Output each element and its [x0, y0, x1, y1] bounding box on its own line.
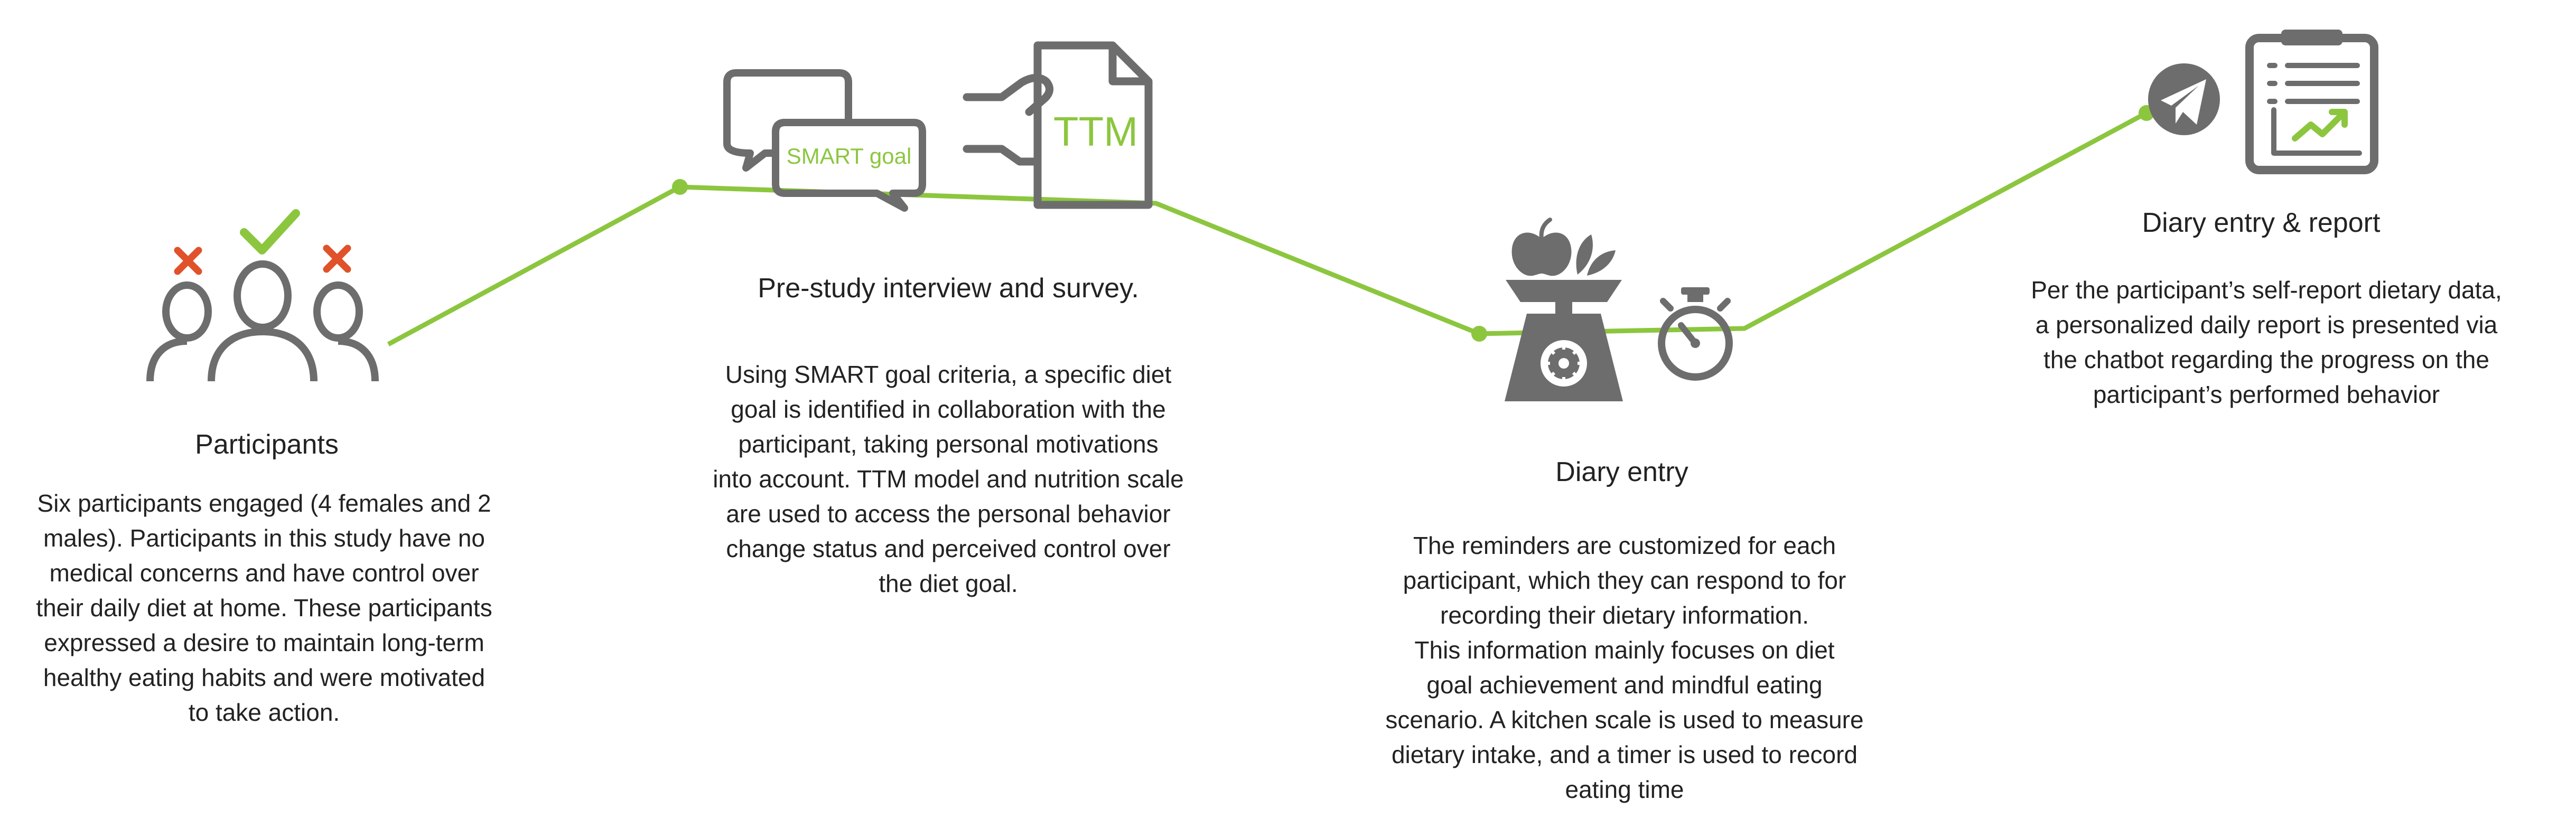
check-icon: [240, 209, 300, 255]
kitchen-scale-icon: [1505, 218, 1623, 401]
description-line: participant, which they can respond to f…: [1403, 567, 1846, 594]
description-line: participant, taking personal motivations: [738, 430, 1159, 458]
description-line: the chatbot regarding the progress on th…: [2043, 346, 2489, 373]
description-line: their daily diet at home. These particip…: [36, 594, 492, 622]
document-icon-label: TTM: [1053, 108, 1138, 155]
timeline-node-2: [1471, 326, 1487, 342]
step-title-diary-report: Diary entry & report: [2142, 208, 2381, 238]
description-line: Using SMART goal criteria, a specific di…: [725, 361, 1172, 388]
people-group-icon: [146, 260, 379, 382]
timeline-node-1: [672, 179, 688, 195]
step-title-pre-study: Pre-study interview and survey.: [758, 273, 1139, 304]
description-line: change status and perceived control over: [726, 535, 1171, 562]
description-line: medical concerns and have control over: [49, 559, 479, 587]
cross-icon: [174, 247, 202, 275]
description-line: to take action.: [188, 699, 340, 726]
document-icon: TTM: [963, 41, 1153, 209]
description-line: Per the participant’s self-report dietar…: [2031, 276, 2502, 304]
step-title-diary-entry: Diary entry: [1555, 457, 1688, 487]
description-line: are used to access the personal behavior: [726, 500, 1171, 528]
report-clipboard-icon: [2245, 30, 2378, 174]
description-line: into account. TTM model and nutrition sc…: [713, 465, 1184, 493]
description-line: This information mainly focuses on diet: [1414, 636, 1835, 664]
description-line: the diet goal.: [879, 570, 1018, 597]
description-line: The reminders are customized for each: [1413, 532, 1836, 559]
description-line: healthy eating habits and were motivated: [43, 664, 486, 691]
description-line: a personalized daily report is presented…: [2035, 311, 2498, 338]
description-line: Six participants engaged (4 females and …: [37, 489, 491, 517]
description-line: goal is identified in collaboration with…: [731, 396, 1166, 423]
description-line: expressed a desire to maintain long-term: [44, 629, 484, 656]
timeline-connector: [387, 111, 2148, 346]
description-line: eating time: [1565, 776, 1684, 803]
step-description-pre-study: Using SMART goal criteria, a specific di…: [676, 357, 1220, 601]
step-description-diary-entry: The reminders are customized for each pa…: [1352, 528, 1897, 807]
chat-icon-label: SMART goal: [787, 144, 912, 168]
stopwatch-icon: [1658, 287, 1733, 381]
description-line: recording their dietary information.: [1440, 601, 1809, 629]
description-line: males). Participants in this study have …: [43, 524, 486, 552]
telegram-icon: [2148, 63, 2220, 135]
description-line: dietary intake, and a timer is used to r…: [1391, 741, 1858, 768]
step-description-diary-report: Per the participant’s self-report dietar…: [1986, 272, 2546, 412]
cross-icon: [323, 244, 351, 273]
chat-bubbles-icon: SMART goal: [723, 69, 926, 212]
description-line: goal achievement and mindful eating: [1426, 671, 1823, 699]
step-title-participants: Participants: [195, 429, 339, 460]
description-line: participant’s performed behavior: [2093, 381, 2440, 408]
description-line: scenario. A kitchen scale is used to mea…: [1385, 706, 1864, 733]
step-description-participants: Six participants engaged (4 females and …: [0, 486, 528, 730]
